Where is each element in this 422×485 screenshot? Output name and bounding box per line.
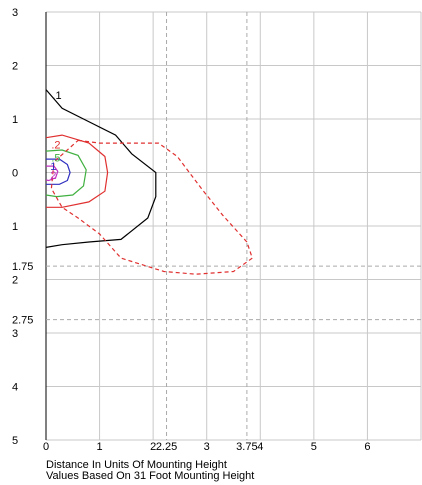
x-tick-label: 2	[150, 441, 156, 453]
x-axis-label: Distance In Units Of Mounting Height	[46, 459, 227, 471]
contour-label: 1	[50, 161, 56, 173]
grid	[45, 11, 422, 441]
x-tick-label: 1	[97, 441, 103, 453]
contour-label: .5	[51, 153, 60, 165]
x-tick-label: 5	[311, 441, 317, 453]
y-tick-label: 3	[12, 7, 18, 19]
y-tick-label: 2	[12, 275, 18, 287]
chart-subtitle: Values Based On 31 Foot Mounting Height	[46, 470, 255, 482]
x-tick-label: 4	[257, 441, 263, 453]
y-tick-label: 2.75	[12, 315, 33, 327]
reference-lines	[46, 12, 421, 440]
x-tick-label: 6	[364, 441, 370, 453]
contour-label: .2	[51, 140, 60, 152]
contours: .1 .2.512	[45, 89, 254, 275]
contour-line	[45, 165, 59, 182]
contour-line	[45, 134, 109, 208]
x-tick-label: 3.75	[236, 441, 257, 453]
contour-label: 2	[50, 170, 56, 182]
y-tick-label: 3	[12, 328, 18, 340]
contour-line	[45, 89, 157, 248]
contour-label: .1	[52, 90, 61, 102]
contour-line	[45, 149, 87, 198]
y-tick-label: 0	[12, 168, 18, 180]
x-tick-label: 3	[204, 441, 210, 453]
y-tick-label: 2	[12, 61, 18, 73]
y-tick-label: 4	[12, 382, 18, 394]
y-tick-label: 1	[12, 114, 18, 126]
x-tick-label: 2.25	[156, 441, 177, 453]
y-tick-label: 1.75	[12, 261, 33, 273]
x-tick-label: 0	[43, 441, 49, 453]
y-tick-label: 1	[12, 221, 18, 233]
y-tick-label: 5	[12, 435, 18, 447]
contour-line	[50, 139, 254, 275]
contour-line	[46, 158, 71, 185]
